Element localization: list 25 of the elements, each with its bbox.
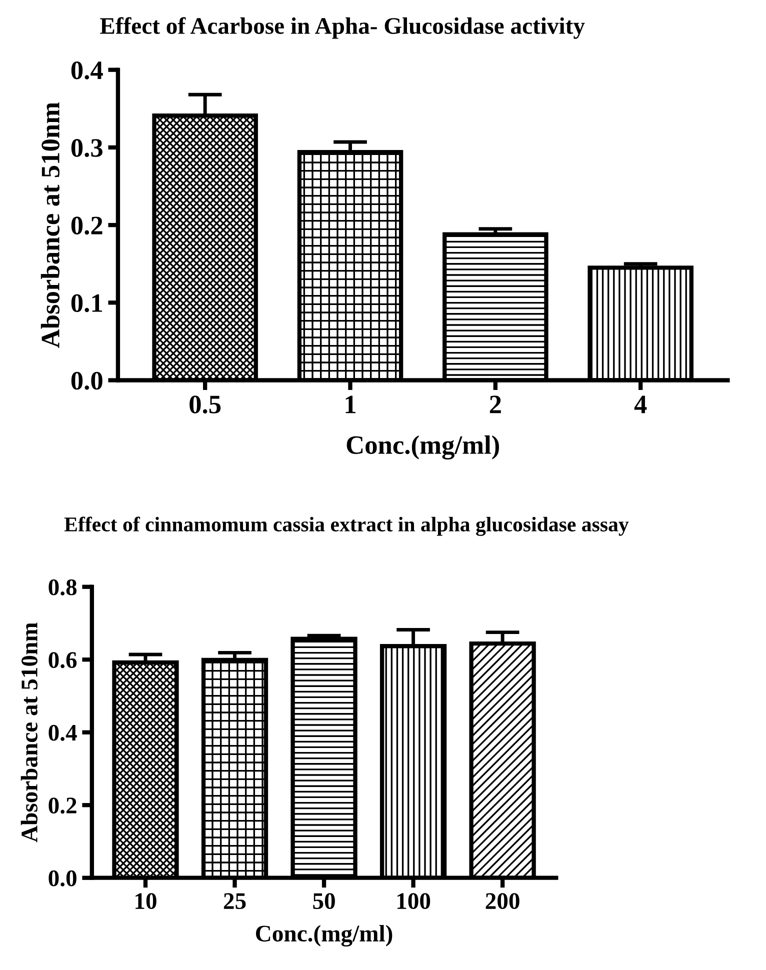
- x-tick-label: 100: [397, 893, 430, 910]
- x-tick-label: 25: [224, 893, 246, 910]
- y-tick-label: 0.3: [71, 139, 102, 157]
- chart-title: Effect of cinnamomum cassia extract in alpha glucosidase assay: [64, 516, 629, 536]
- x-tick-label: 200: [486, 893, 520, 910]
- y-tick-label: 0.4: [48, 724, 77, 741]
- y-axis-title: Absorbance at 510nm: [40, 102, 60, 348]
- x-axis-title: Conc.(mg/ml): [256, 924, 392, 947]
- x-tick-label: 10: [136, 893, 156, 910]
- y-axis-title: Absorbance at 510nm: [20, 622, 38, 842]
- x-tick-label: 1: [346, 396, 356, 414]
- y-tick-label: 0.8: [48, 579, 77, 596]
- y-tick-label: 0.2: [71, 216, 102, 235]
- y-tick-label: 0.4: [71, 61, 103, 80]
- y-tick-label: 0.0: [48, 870, 76, 886]
- x-tick-label: 4: [634, 396, 647, 414]
- x-tick-label: 50: [313, 893, 335, 910]
- y-tick-label: 0.0: [71, 372, 102, 390]
- y-tick-label: 0.6: [48, 652, 77, 668]
- y-tick-label: 0.2: [48, 798, 76, 814]
- x-tick-label: 2: [490, 396, 501, 414]
- chart-title: Effect of Acarbose in Apha- Glucosidase activity: [100, 17, 585, 39]
- x-tick-label: 0.5: [190, 396, 221, 414]
- y-tick-label: 0.1: [71, 294, 102, 312]
- x-axis-title: Conc.(mg/ml): [346, 435, 499, 460]
